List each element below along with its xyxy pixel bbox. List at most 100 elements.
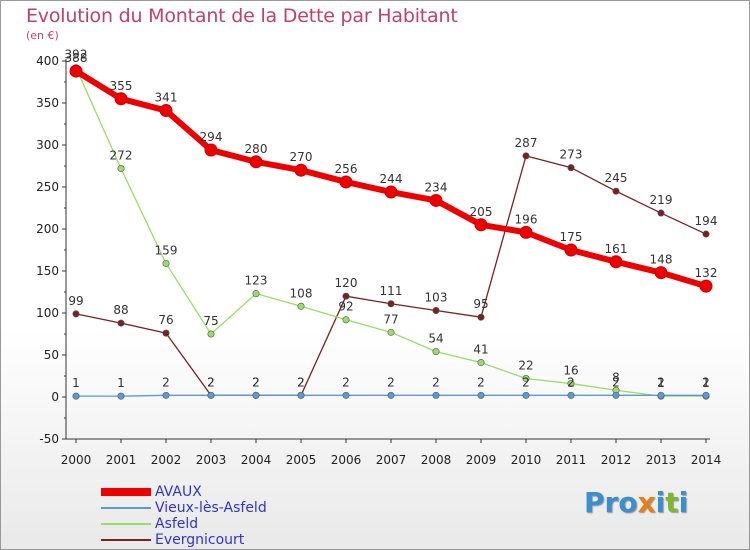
data-label: 355 <box>110 79 133 93</box>
chart-title: Evolution du Montant de la Dette par Hab… <box>26 5 458 27</box>
data-point <box>522 391 530 399</box>
y-tick-label: 150 <box>36 264 59 278</box>
data-point <box>654 266 668 280</box>
data-label: 2 <box>477 375 485 389</box>
y-tick-label: 0 <box>51 390 59 404</box>
data-label: 1 <box>702 376 710 390</box>
data-point <box>657 391 665 399</box>
legend-item: Asfeld <box>101 516 361 532</box>
data-label: 2 <box>342 375 350 389</box>
data-point <box>297 391 305 399</box>
data-point <box>609 255 623 269</box>
data-point <box>117 392 125 400</box>
data-point <box>252 391 260 399</box>
data-label: 111 <box>380 284 403 298</box>
data-point <box>564 243 578 257</box>
data-point <box>114 92 128 106</box>
data-label: 287 <box>515 136 538 150</box>
y-tick-label: 300 <box>36 138 59 152</box>
legend-item: Vieux-lès-Asfeld <box>101 500 361 516</box>
data-label: 2 <box>432 375 440 389</box>
legend-swatch <box>101 523 151 525</box>
x-tick-label: 2005 <box>286 453 317 467</box>
data-label: 2 <box>207 375 215 389</box>
y-tick-label: -50 <box>39 432 59 446</box>
y-tick-label: 100 <box>36 306 59 320</box>
data-label: 159 <box>155 243 178 257</box>
data-label: 219 <box>650 193 673 207</box>
data-label: 92 <box>338 300 353 314</box>
data-label: 123 <box>245 274 268 288</box>
data-point <box>477 391 485 399</box>
data-point <box>162 259 170 267</box>
legend-label: Vieux-lès-Asfeld <box>155 500 267 516</box>
data-label: 2 <box>207 375 215 389</box>
legend-swatch <box>101 539 151 541</box>
data-label: 95 <box>473 297 488 311</box>
data-label: 234 <box>425 180 448 194</box>
data-label: 2 <box>252 375 260 389</box>
data-point <box>699 279 713 293</box>
data-point <box>162 391 170 399</box>
data-label: 205 <box>470 205 493 219</box>
data-point <box>432 391 440 399</box>
data-point <box>432 348 440 356</box>
y-tick-label: 350 <box>36 96 59 110</box>
legend-swatch <box>101 488 151 496</box>
x-tick-label: 2009 <box>466 453 497 467</box>
data-label: 108 <box>290 286 313 300</box>
data-point <box>384 185 398 199</box>
x-tick-label: 2003 <box>196 453 227 467</box>
data-label: 194 <box>695 214 718 228</box>
data-label: 161 <box>605 242 628 256</box>
x-tick-label: 2014 <box>691 453 722 467</box>
data-label: 99 <box>68 294 83 308</box>
x-tick-label: 2000 <box>61 453 92 467</box>
data-label: 22 <box>518 359 533 373</box>
data-label: 54 <box>428 332 443 346</box>
data-point <box>387 328 395 336</box>
data-point <box>477 313 485 321</box>
data-point <box>474 218 488 232</box>
x-tick-label: 2001 <box>106 453 137 467</box>
data-label: 2 <box>702 375 710 389</box>
data-point <box>72 310 80 318</box>
legend-item: AVAUX <box>101 484 361 500</box>
data-label: 2 <box>162 375 170 389</box>
data-label: 270 <box>290 150 313 164</box>
data-point <box>522 152 530 160</box>
data-label: 2 <box>612 375 620 389</box>
data-label: 1 <box>72 376 80 390</box>
data-label: 2 <box>657 375 665 389</box>
data-point <box>342 292 350 300</box>
data-label: 148 <box>650 253 673 267</box>
y-tick-label: 400 <box>36 54 59 68</box>
data-point <box>342 316 350 324</box>
data-label: 280 <box>245 142 268 156</box>
data-label: 2 <box>387 375 395 389</box>
data-point <box>204 143 218 157</box>
data-label: 175 <box>560 230 583 244</box>
data-point <box>567 164 575 172</box>
data-label: 2 <box>297 375 305 389</box>
data-point <box>207 330 215 338</box>
data-point <box>432 306 440 314</box>
data-label: 294 <box>200 130 223 144</box>
data-point <box>429 193 443 207</box>
data-label: 1 <box>117 376 125 390</box>
data-point <box>387 391 395 399</box>
data-label: 41 <box>473 343 488 357</box>
data-label: 88 <box>113 303 128 317</box>
x-tick-label: 2007 <box>376 453 407 467</box>
data-label: 272 <box>110 149 133 163</box>
data-point <box>297 302 305 310</box>
chart-subtitle: (en €) <box>26 29 59 42</box>
x-tick-label: 2012 <box>601 453 632 467</box>
data-point <box>702 391 710 399</box>
data-label: 196 <box>515 212 538 226</box>
data-label: 132 <box>695 266 718 280</box>
data-label: 256 <box>335 162 358 176</box>
data-label: 103 <box>425 290 448 304</box>
